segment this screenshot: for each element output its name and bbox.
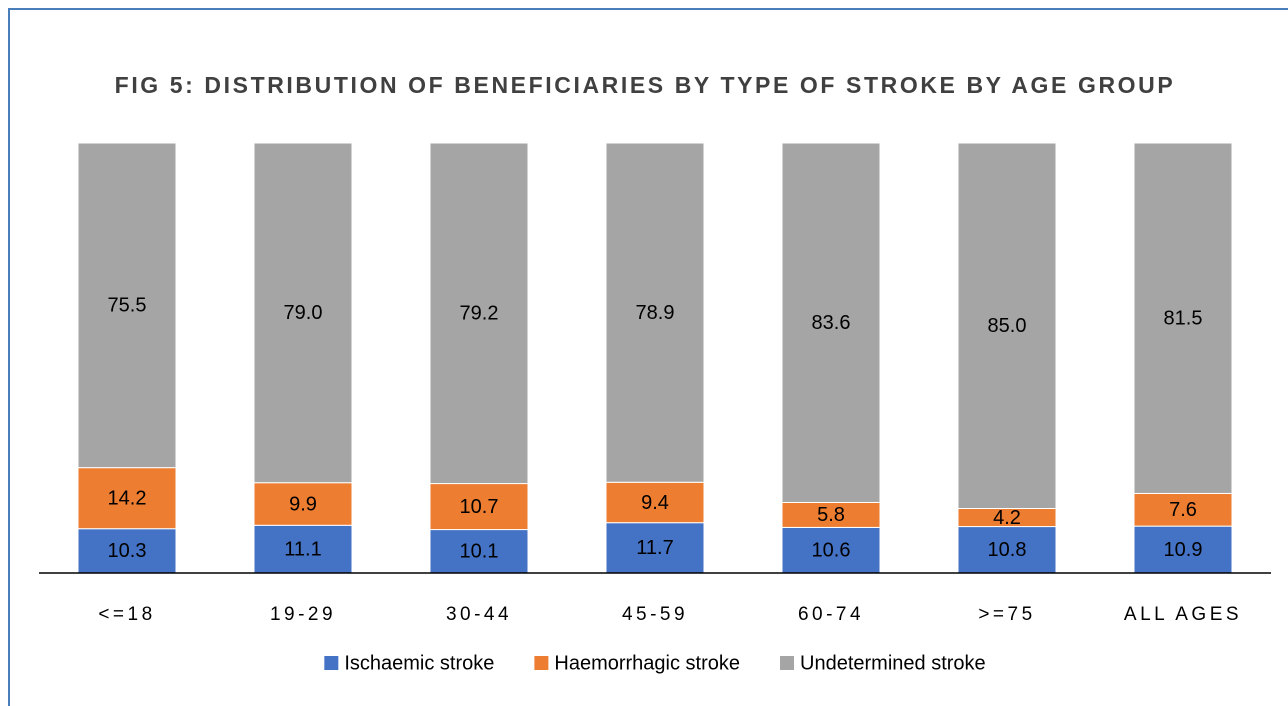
data-label: 9.9 (289, 493, 317, 515)
data-label: 11.1 (284, 538, 321, 560)
legend-swatch (324, 656, 339, 670)
bar-segment (1133, 142, 1233, 494)
x-tick-label: 45-59 (622, 604, 688, 625)
bar-segment (781, 142, 881, 503)
bar-segment (253, 482, 353, 526)
bar-segment (957, 142, 1057, 509)
data-label: 83.6 (812, 312, 851, 334)
x-tick-label: ALL AGES (1124, 604, 1242, 625)
legend-swatch (534, 656, 549, 670)
data-label: 10.7 (460, 496, 499, 518)
data-label: 9.4 (641, 492, 669, 514)
bar-segment (77, 528, 177, 574)
bar-segment (77, 142, 177, 469)
x-tick-label: 30-44 (446, 604, 512, 625)
bar-segment (253, 524, 353, 574)
legend-label: Ischaemic stroke (344, 652, 494, 674)
legend-label: Haemorrhagic stroke (554, 652, 740, 674)
bar-segment (605, 142, 705, 483)
bar-segment (1133, 492, 1233, 527)
data-label: 10.1 (460, 541, 499, 563)
data-label: 11.7 (636, 537, 673, 559)
data-label: 79.0 (284, 302, 323, 324)
bar-segment (781, 501, 881, 528)
bar-segment (781, 526, 881, 574)
data-label: 81.5 (1164, 308, 1203, 330)
x-tick-label: 19-29 (270, 604, 336, 625)
legend-label: Undetermined stroke (800, 652, 986, 674)
bar-segment (605, 481, 705, 524)
legend-swatch (780, 656, 795, 670)
data-label: 85.0 (988, 315, 1027, 337)
data-label: 10.9 (1164, 539, 1203, 561)
bar-segment (77, 467, 177, 530)
bar-segment (253, 142, 353, 484)
bar-segment (429, 142, 529, 485)
data-label: 7.6 (1169, 499, 1197, 521)
data-label: 4.2 (993, 507, 1021, 529)
chart-frame (8, 8, 1288, 706)
data-label: 10.3 (108, 540, 147, 562)
data-label: 78.9 (636, 302, 675, 324)
data-label: 75.5 (108, 295, 147, 317)
data-label: 10.8 (988, 539, 1027, 561)
x-tick-label: <=18 (98, 604, 155, 625)
x-tick-label: >=75 (978, 604, 1035, 625)
data-label: 5.8 (817, 504, 845, 526)
data-label: 10.6 (812, 539, 851, 561)
chart-title: FIG 5: DISTRIBUTION OF BENEFICIARIES BY … (114, 72, 1176, 98)
data-label: 79.2 (460, 303, 499, 325)
x-tick-label: 60-74 (798, 604, 864, 625)
data-label: 14.2 (108, 487, 147, 509)
